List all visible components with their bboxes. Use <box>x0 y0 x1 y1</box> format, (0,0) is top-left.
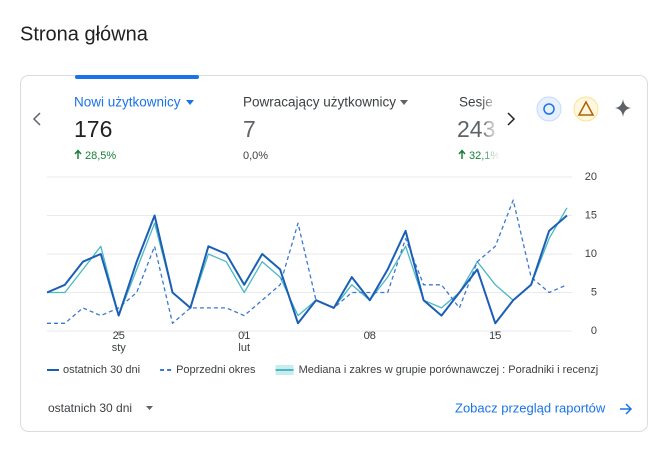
x-tick-sublabel: sty <box>112 342 127 354</box>
x-tick-label: 08 <box>364 330 376 342</box>
page-title: Strona główna <box>20 23 149 45</box>
legend: ostatnich 30 dni Poprzedni okres Mediana i… <box>47 364 640 376</box>
tabs: Nowi użytkownicy 176 28,5% Powracający u… <box>74 80 500 170</box>
y-tick-label: 20 <box>585 171 597 183</box>
x-tick-label: 01 <box>238 330 250 342</box>
legend-label: Mediana i zakres w grupie porównawczej :… <box>299 364 640 376</box>
x-tick-label: 15 <box>489 330 501 342</box>
y-tick-label: 10 <box>585 248 597 260</box>
series-line <box>47 207 568 317</box>
report-link[interactable]: Zobacz przegląd raportów <box>455 400 606 415</box>
active-tab-indicator <box>75 75 199 79</box>
y-tick-label: 0 <box>591 325 597 337</box>
warning-icon-glyph <box>577 100 595 116</box>
tab-label[interactable]: Nowi użytkownicy <box>74 95 181 110</box>
dropdown-icon[interactable] <box>186 100 194 105</box>
tab-label[interactable]: Powracający użytkownicy <box>243 95 396 110</box>
up-arrow <box>74 149 82 159</box>
x-tick-sublabel: lut <box>238 342 250 354</box>
tab-value: 176 <box>74 116 112 142</box>
insights-icon[interactable] <box>536 96 562 122</box>
dropdown-icon[interactable] <box>146 406 153 410</box>
dropdown-icon[interactable] <box>400 100 408 105</box>
link-arrow[interactable] <box>620 403 633 415</box>
period-selector[interactable]: ostatnich 30 dni <box>48 401 132 415</box>
up-arrow <box>458 149 466 159</box>
legend-label: ostatnich 30 dni <box>63 364 140 376</box>
insights-icon-glyph <box>543 103 555 115</box>
legend-label: Poprzedni okres <box>176 364 256 376</box>
fade <box>480 80 500 170</box>
x-tick-label: 25 <box>113 330 125 342</box>
tab-value: 7 <box>243 116 256 142</box>
y-tick-label: 5 <box>591 286 597 298</box>
prev-arrow[interactable] <box>32 112 41 126</box>
tab-change: 28,5% <box>85 150 116 162</box>
y-tick-label: 15 <box>585 209 597 221</box>
next-arrow[interactable] <box>507 112 516 126</box>
tab-change: 0,0% <box>243 150 268 162</box>
series-line <box>47 199 568 324</box>
ai-icon[interactable] <box>615 99 631 117</box>
series-line <box>46 214 568 325</box>
